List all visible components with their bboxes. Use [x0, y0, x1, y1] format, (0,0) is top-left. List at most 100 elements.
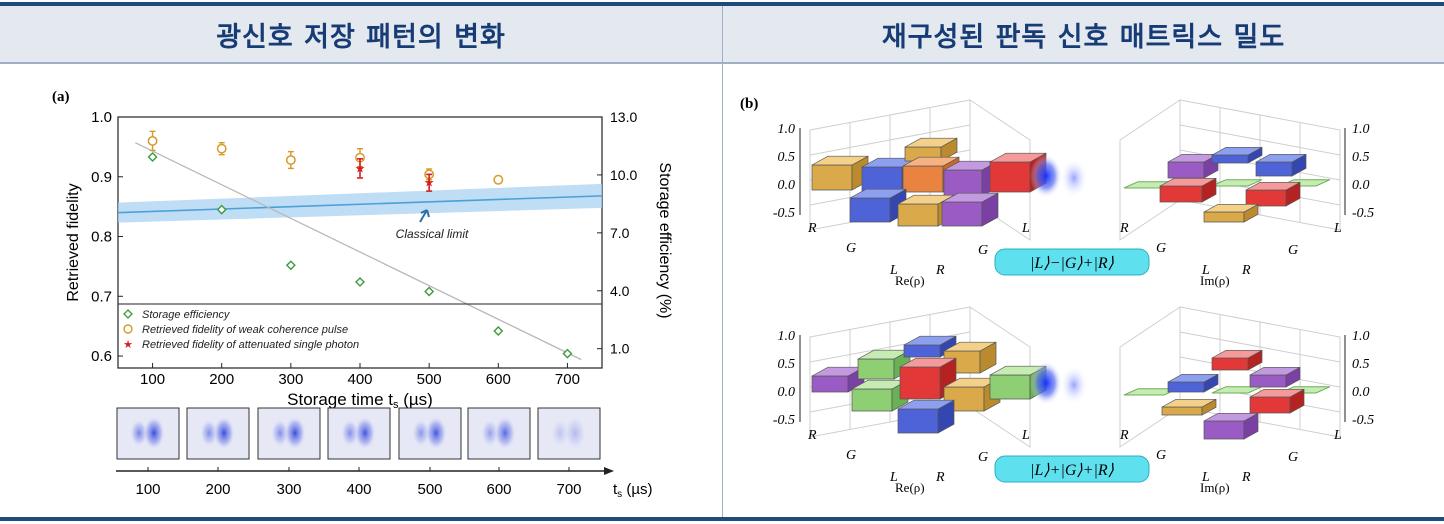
strip-tick-label: 300 — [276, 481, 301, 498]
axis-letter: L — [1021, 221, 1030, 236]
im-bar-1-front — [1167, 161, 1205, 179]
legend-entry: Retrieved fidelity of weak coherence pul… — [142, 324, 348, 336]
axis-letter: R — [807, 221, 817, 236]
state-label: |L⟩−|G⟩+|R⟩ — [1030, 255, 1115, 272]
re-z-tick: 0.0 — [778, 385, 796, 400]
legend-entry: Storage efficiency — [142, 309, 231, 321]
im-z-tick: 1.0 — [1352, 122, 1370, 137]
re-z-tick: -0.5 — [773, 413, 795, 428]
limit-line — [117, 195, 603, 214]
state-label-box — [994, 455, 1150, 483]
x-tick-label: 400 — [347, 371, 372, 388]
im-bar-6-front — [1159, 185, 1203, 203]
re-z-tick: 0.5 — [778, 357, 796, 372]
legend: ★ Storage efficiency Retrieved fidelity of… — [118, 303, 602, 351]
re-bar-2-front — [903, 344, 941, 358]
wcp-point — [216, 143, 227, 154]
state-label: |L⟩+|G⟩+|R⟩ — [1030, 462, 1115, 479]
re-bar-7-front — [989, 374, 1031, 400]
y-left-tick-label: 1.0 — [91, 109, 112, 126]
efficiency-point — [493, 325, 504, 336]
re-bar-1-front — [861, 166, 903, 193]
im-bar-8-top — [1203, 203, 1259, 213]
re-bar-2-top — [904, 137, 958, 148]
data-marks: ★★ — [147, 130, 573, 359]
re-bar-4-front — [851, 388, 893, 412]
re-bar-0-front — [811, 164, 853, 191]
axis-letter: G — [1156, 448, 1166, 463]
im-z-tick: 0.0 — [1352, 178, 1370, 193]
re-z-tick: 0.5 — [778, 150, 796, 165]
strip-tick-label: 600 — [486, 481, 511, 498]
axis-letter: G — [1288, 243, 1298, 258]
efficiency-point — [424, 286, 435, 297]
strip-tick-label: 400 — [346, 481, 371, 498]
axis-letter: L — [1201, 470, 1210, 485]
axis-letter: R — [1119, 428, 1129, 443]
readout-spot-right — [1060, 158, 1088, 198]
sp-point: ★ — [355, 161, 366, 175]
legend-marker-wcp — [123, 324, 133, 334]
axis-letter: R — [1119, 221, 1129, 236]
pattern-right-lobe — [564, 416, 586, 450]
im-bar-2-top — [1211, 349, 1263, 359]
im-bar-7-top — [1245, 181, 1301, 191]
classical-limit-label: Classical limit — [396, 227, 469, 241]
im-bar-8-front — [1203, 211, 1245, 223]
right-panel-title: 재구성된 판독 신호 매트릭스 밀도 — [723, 6, 1444, 64]
re-bar-3-front — [902, 165, 944, 193]
re-z-tick: 0.0 — [778, 178, 796, 193]
im-bar-7-top — [1249, 388, 1305, 398]
re-label: Re(ρ) — [895, 480, 925, 495]
efficiency-point — [216, 204, 227, 215]
re-z-tick: -0.5 — [773, 206, 795, 221]
re-z-tick: 1.0 — [778, 329, 796, 344]
x-tick-label: 300 — [278, 371, 303, 388]
re-bar-8-top — [897, 399, 955, 410]
axis-letter: G — [978, 243, 988, 258]
y-left-axis-label: Retrieved fidelity — [65, 183, 82, 301]
re-bar-6-front — [849, 197, 891, 223]
re-label: Re(ρ) — [895, 273, 925, 288]
x-tick-label: 500 — [417, 371, 442, 388]
im-bar-6-top — [1159, 177, 1217, 187]
axis-letter: G — [1156, 241, 1166, 256]
y-left-tick-label: 0.9 — [91, 169, 112, 186]
x-tick-label: 700 — [555, 371, 580, 388]
plot-axes: 100 200 300 400 500 600 700 0.6 0.7 0.8 0.9 1.0 1.0 4… — [65, 109, 673, 411]
pattern-left-lobe — [481, 419, 499, 447]
limit-band-shade — [118, 183, 602, 223]
im-bar-1-front — [1167, 381, 1205, 393]
axis-letter: L — [1333, 221, 1342, 236]
state-label-box — [994, 248, 1150, 276]
im-label: Im(ρ) — [1200, 273, 1230, 288]
axis-letter: L — [1201, 263, 1210, 278]
im-bar-1-top — [1167, 373, 1219, 383]
re-bar-6-top — [849, 188, 907, 199]
im-bar-4-top — [1255, 153, 1307, 163]
pattern-right-lobe — [354, 416, 376, 450]
y-left-tick-label: 0.6 — [91, 348, 112, 365]
wcp-point — [493, 174, 504, 185]
axis-letter: R — [807, 428, 817, 443]
left-panel-title: 광신호 저장 패턴의 변화 — [0, 6, 722, 64]
sp-point: ★ — [424, 176, 435, 190]
axis-letter: G — [978, 450, 988, 465]
axis-letter: G — [846, 448, 856, 463]
legend-marker-sp: ★ — [123, 339, 133, 351]
pattern-right-lobe — [494, 416, 516, 450]
re-bar-0-top — [811, 155, 869, 166]
axis-letter: L — [1333, 428, 1342, 443]
axis-letter: L — [889, 470, 898, 485]
pattern-right-lobe — [425, 416, 447, 450]
y-right-tick-label: 7.0 — [610, 225, 630, 241]
axis-letter: L — [889, 263, 898, 278]
im-tile-3 — [1211, 179, 1263, 187]
im-bar-7-front — [1249, 396, 1291, 414]
y-left-tick-label: 0.7 — [91, 288, 112, 305]
efficiency-point — [147, 152, 158, 163]
im-z-tick: 0.5 — [1352, 150, 1370, 165]
re-bar-0-front — [811, 375, 849, 393]
